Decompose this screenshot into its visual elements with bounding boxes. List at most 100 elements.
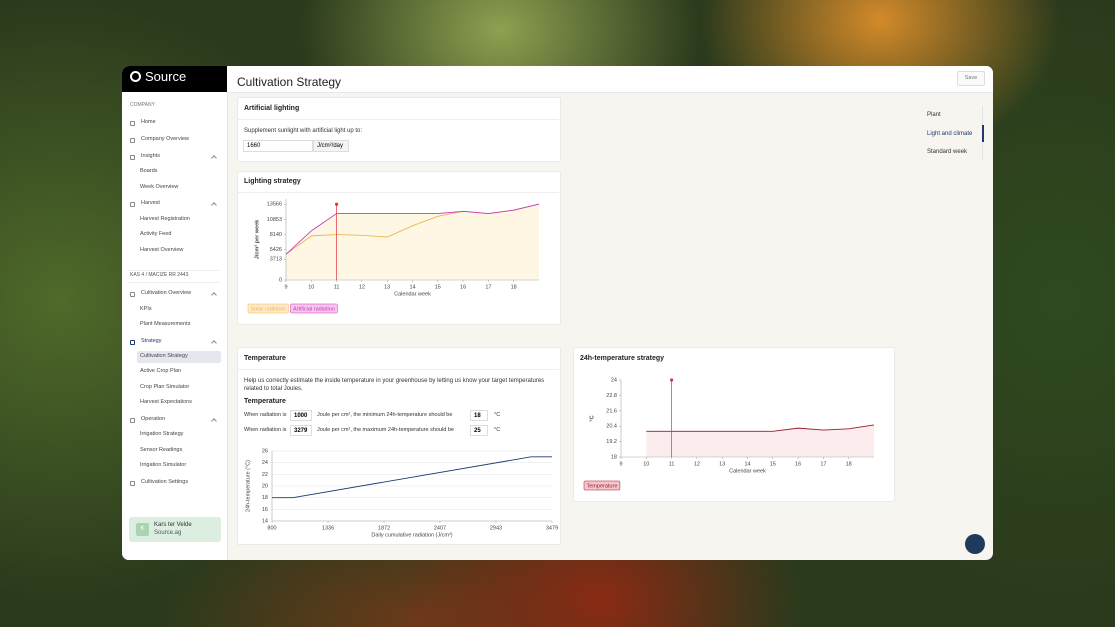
x-tick-label: 15: [770, 461, 776, 467]
nav-icon: [130, 155, 135, 160]
nav-icon: [130, 340, 135, 345]
page-title: Cultivation Strategy: [237, 75, 342, 89]
radiation-input[interactable]: 3279: [290, 425, 312, 436]
nav-icon: [130, 121, 135, 126]
nav-item[interactable]: Crop Plan Simulator: [140, 384, 190, 390]
nav-item[interactable]: Irrigation Simulator: [140, 462, 187, 468]
greenhouse-label: KAS 4 / MACIZE RR 2443: [130, 272, 189, 278]
x-tick-label: 10: [643, 461, 649, 467]
right-nav-item[interactable]: Standard week: [927, 149, 968, 155]
y-tick-label: 3713: [270, 257, 282, 263]
y-tick-label: 26: [262, 448, 268, 454]
sidebar-section: COMPANY: [130, 102, 155, 108]
x-tick-label: 13: [384, 284, 390, 290]
nav-item[interactable]: Week Overview: [140, 184, 179, 190]
logo-icon: [130, 71, 141, 82]
temp-input[interactable]: 18: [470, 410, 488, 421]
nav-item[interactable]: Active Crop Plan: [140, 368, 181, 374]
row-prefix: When radiation is: [244, 412, 287, 418]
x-tick-label: 9: [284, 284, 287, 290]
temperature-card: [237, 347, 561, 545]
nav-item[interactable]: Cultivation Strategy: [140, 353, 188, 359]
x-tick-label: 16: [795, 461, 801, 467]
marker-dot: [335, 202, 339, 206]
x-tick-label: 12: [359, 284, 365, 290]
x-tick-label: 2407: [434, 525, 446, 531]
nav-item[interactable]: Harvest: [141, 200, 160, 206]
card-title: Lighting strategy: [244, 178, 301, 185]
x-tick-label: 800: [267, 525, 276, 531]
area: [646, 424, 874, 457]
nav-item[interactable]: Harvest Registration: [140, 216, 190, 222]
right-nav-active: [982, 125, 984, 142]
radiation-input[interactable]: 1000: [290, 410, 312, 421]
nav-item[interactable]: Strategy: [141, 338, 162, 344]
user-avatar: K: [136, 523, 149, 536]
series-line: [646, 424, 875, 432]
y-tick-label: 24: [611, 377, 617, 383]
nav-item[interactable]: Irrigation Strategy: [140, 431, 184, 437]
marker-dot: [670, 378, 674, 382]
lighting-input[interactable]: 1660: [243, 140, 313, 152]
x-tick-label: 1336: [322, 525, 334, 531]
temperature-subtitle: Temperature: [244, 398, 286, 405]
temp-input[interactable]: 25: [470, 425, 488, 436]
x-tick-label: 18: [511, 284, 517, 290]
nav-item[interactable]: KPIs: [140, 306, 152, 312]
x-tick-label: 11: [334, 284, 340, 290]
x-tick-label: 2943: [490, 525, 502, 531]
row-unit: °C: [494, 427, 501, 433]
y-tick-label: 0: [279, 277, 282, 283]
legend-label: Artificial radiation: [293, 306, 335, 312]
x-tick-label: 9: [619, 461, 622, 467]
card-title: 24h-temperature strategy: [580, 355, 665, 362]
card-title: Temperature: [244, 355, 286, 362]
divider: [237, 369, 559, 370]
logo: Source: [145, 69, 187, 84]
x-axis-label: Calendar week: [394, 291, 431, 297]
y-tick-label: 22: [262, 472, 268, 478]
nav-item[interactable]: Home: [141, 119, 156, 125]
nav-item[interactable]: Harvest Expectations: [140, 399, 192, 405]
x-tick-label: 10: [308, 284, 314, 290]
nav-item[interactable]: Company Overview: [141, 136, 189, 142]
x-tick-label: 15: [435, 284, 441, 290]
user-org: Source.ag: [154, 530, 182, 536]
y-tick-label: 22.8: [606, 393, 617, 399]
y-tick-label: 16: [262, 507, 268, 513]
nav-item[interactable]: Activity Feed: [140, 231, 172, 237]
nav-item[interactable]: Sensor Readings: [140, 447, 183, 453]
y-tick-label: 5426: [270, 247, 282, 253]
main-header: [227, 66, 993, 93]
legend-label: Solar radiation: [251, 306, 286, 312]
area: [286, 204, 539, 280]
chat-button[interactable]: [965, 534, 985, 554]
y-tick-label: 21.6: [606, 408, 617, 414]
y-tick-label: 20.4: [606, 424, 617, 430]
row-prefix: When radiation is: [244, 427, 287, 433]
nav-item[interactable]: Plant Measurements: [140, 321, 191, 327]
nav-item[interactable]: Insights: [141, 153, 160, 159]
save-button[interactable]: Save: [957, 71, 985, 86]
nav-icon: [130, 138, 135, 143]
x-tick-label: 17: [820, 461, 826, 467]
nav-item[interactable]: Cultivation Settings: [141, 479, 189, 485]
row-text: Joule per cm², the minimum 24h-temperatu…: [317, 412, 453, 418]
nav-item[interactable]: Boards: [140, 168, 158, 174]
x-tick-label: 17: [485, 284, 491, 290]
nav-icon: [130, 292, 135, 297]
nav-item[interactable]: Cultivation Overview: [141, 290, 192, 296]
x-axis-label: Daily cumulative radiation (J/cm²): [371, 532, 452, 538]
right-nav-item[interactable]: Plant: [927, 112, 941, 118]
x-axis-label: Calendar week: [729, 468, 766, 474]
divider: [237, 192, 559, 193]
right-nav-item[interactable]: Light and climate: [927, 130, 973, 137]
greenhouse-select[interactable]: [128, 270, 220, 283]
legend-swatch: [247, 303, 289, 314]
nav-item[interactable]: Operation: [141, 416, 166, 422]
legend-swatch: [583, 480, 621, 491]
nav-item[interactable]: Harvest Overview: [140, 247, 184, 253]
nav-selected: [137, 351, 221, 363]
card-title: Artificial lighting: [244, 105, 300, 112]
